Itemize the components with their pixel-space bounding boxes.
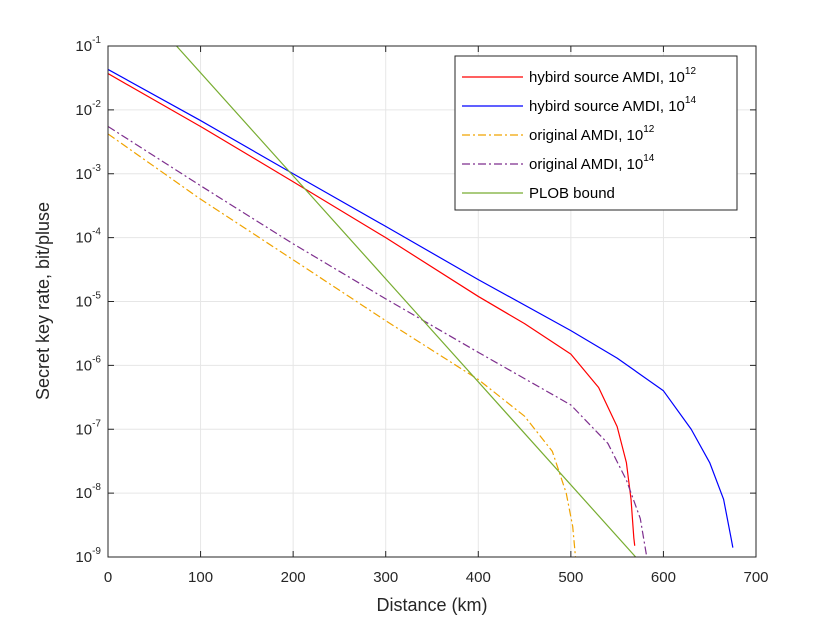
y-tick-label: 10-2 <box>75 99 101 119</box>
legend-label-4: original AMDI, 1014 <box>529 153 655 173</box>
x-tick-label: 100 <box>188 569 213 586</box>
y-tick-label: 10-1 <box>75 35 101 55</box>
x-tick-label: 500 <box>558 569 583 586</box>
x-tick-label: 600 <box>651 569 676 586</box>
legend-label-3: original AMDI, 1012 <box>529 124 655 144</box>
x-tick-label: 200 <box>281 569 306 586</box>
ticks: 0 100 200 300 400 500 600 700 10-9 10-8 10-7 10-6 10… <box>75 35 768 586</box>
y-tick-label: 10-8 <box>75 482 101 502</box>
series-layer <box>108 46 734 557</box>
x-tick-label: 700 <box>743 569 768 586</box>
x-tick-label: 300 <box>373 569 398 586</box>
series-line-1 <box>108 73 636 546</box>
y-tick-label: 10-3 <box>75 163 101 183</box>
legend: hybird source AMDI, 1012 hybird source AM… <box>454 55 738 211</box>
series-line-3 <box>108 133 577 557</box>
x-tick-label: 400 <box>466 569 491 586</box>
y-tick-label: 10-7 <box>75 418 101 438</box>
legend-label-1: hybird source AMDI, 1012 <box>529 66 696 86</box>
y-axis-label: Secret key rate, bit/pluse <box>33 202 53 400</box>
legend-label-2: hybird source AMDI, 1014 <box>529 95 696 115</box>
y-tick-label: 10-5 <box>75 291 101 311</box>
y-tick-label: 10-9 <box>75 546 101 566</box>
series-line-4 <box>108 125 648 557</box>
x-axis-label: Distance (km) <box>376 595 487 615</box>
y-tick-label: 10-6 <box>75 354 101 374</box>
legend-box <box>454 55 738 211</box>
y-tick-label: 10-4 <box>75 227 101 247</box>
series-line-5 <box>176 46 637 557</box>
x-tick-label: 0 <box>104 569 112 586</box>
series-line-2 <box>108 68 734 548</box>
legend-label-5: PLOB bound <box>529 185 615 202</box>
